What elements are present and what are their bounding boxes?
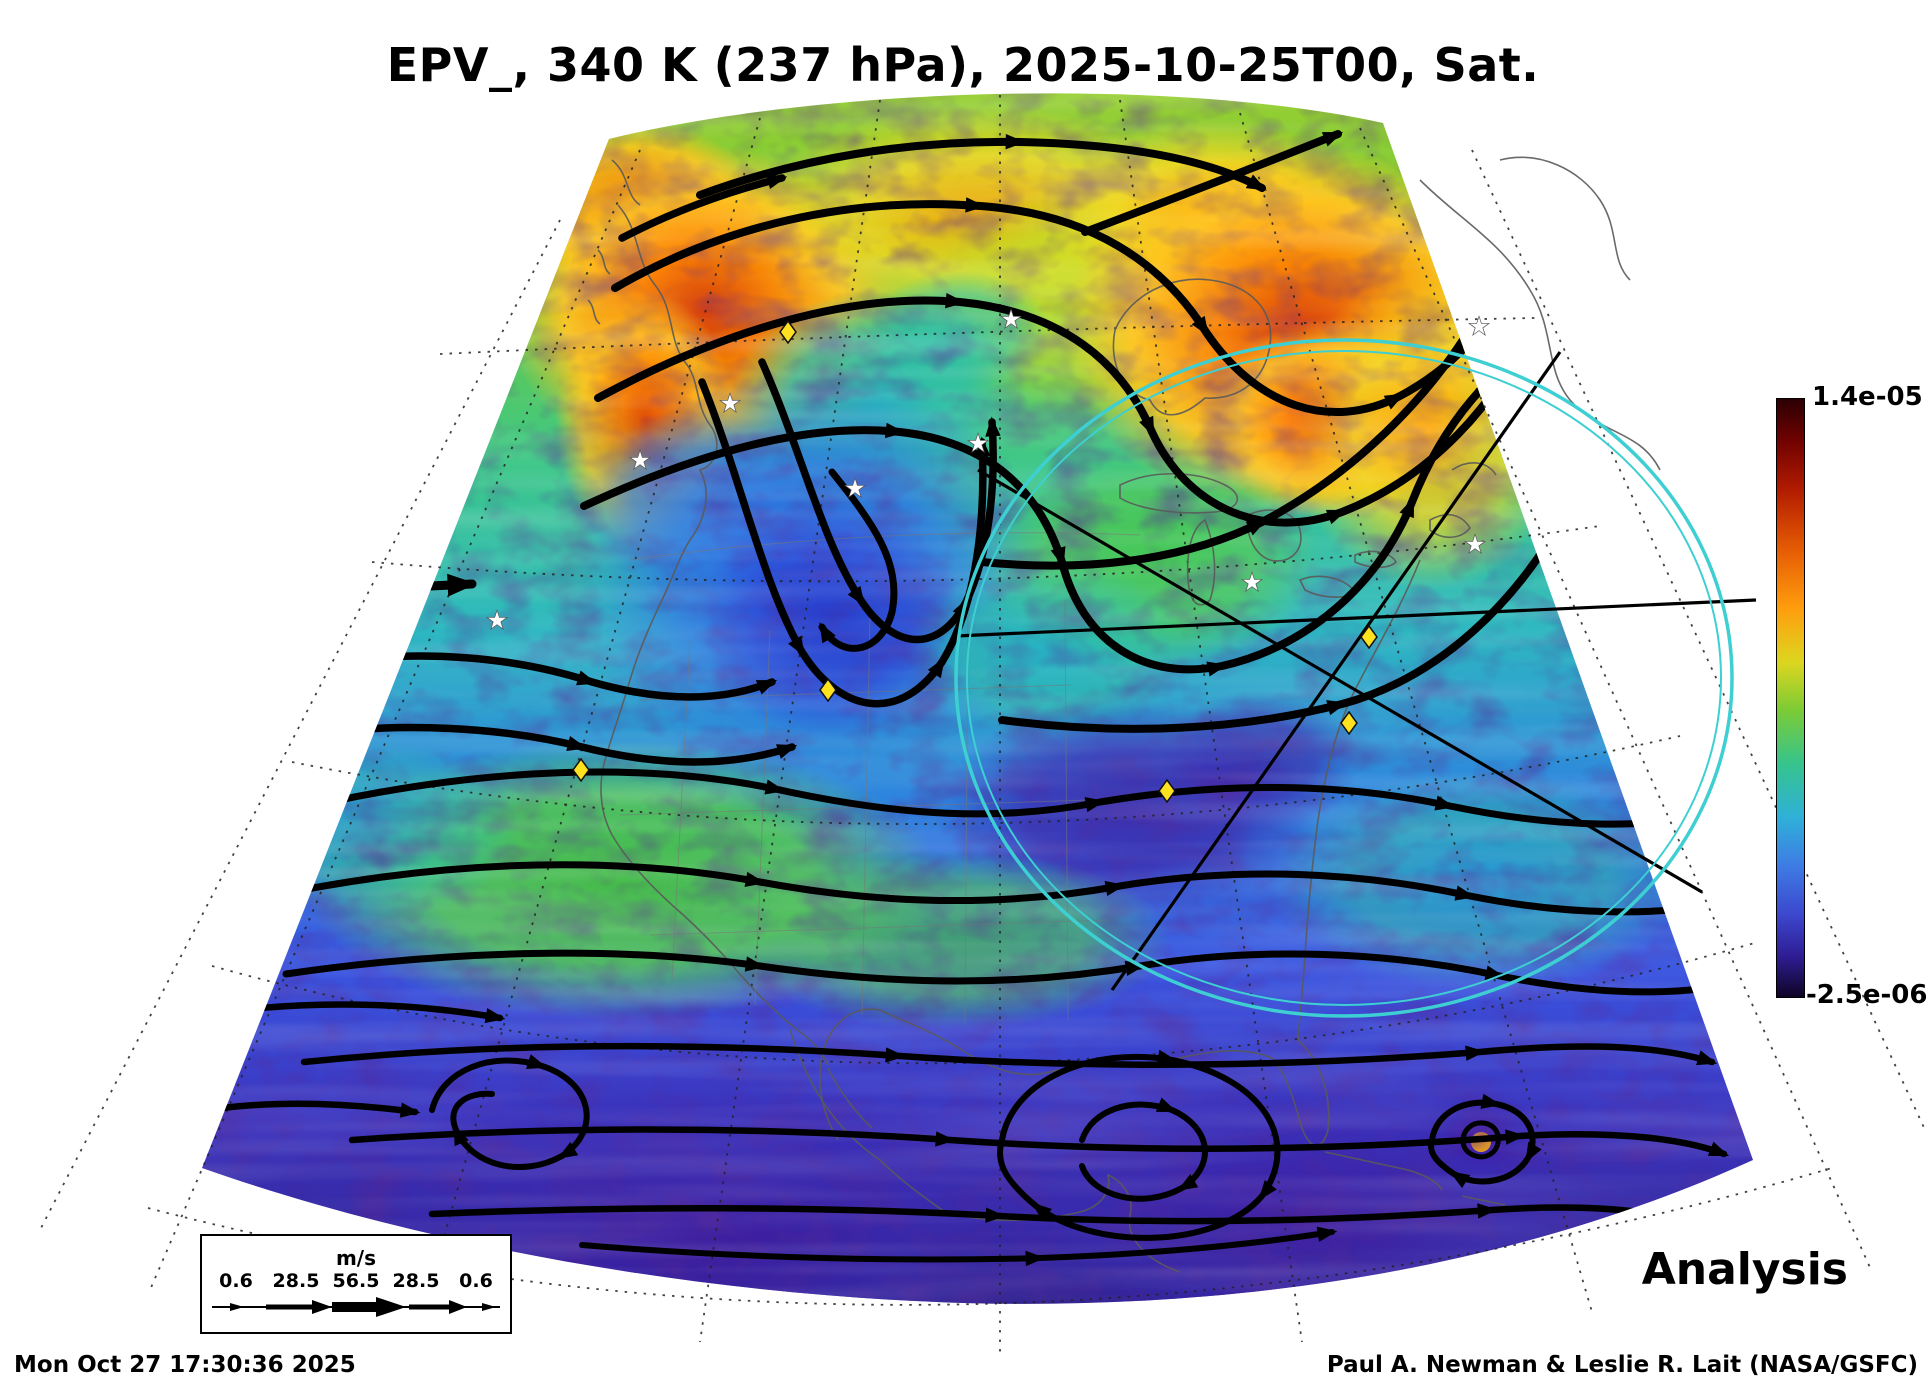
coastline-path	[1499, 156, 1631, 281]
diamond-marker	[819, 677, 837, 703]
streamline-path	[758, 358, 1001, 644]
coastline-path	[819, 1008, 881, 1141]
ground-track-line	[977, 468, 1703, 894]
footer-credit: Paul A. Newman & Leslie R. Lait (NASA/GS…	[1326, 1352, 1918, 1378]
streamline-path	[326, 768, 1728, 828]
streamline-path	[282, 949, 1748, 996]
footer-timestamp: Mon Oct 27 17:30:36 2025	[14, 1352, 356, 1378]
colorbar-max-label: 1.4e-05	[1812, 382, 1923, 412]
star-marker: ★	[1467, 312, 1490, 342]
streamline-path	[328, 652, 778, 701]
star-marker: ★	[628, 446, 651, 476]
streamline-path	[383, 573, 477, 597]
page-title: EPV_, 340 K (237 hPa), 2025-10-25T00, Sa…	[386, 38, 1540, 92]
star-marker: ★	[966, 429, 989, 459]
streamlines	[218, 130, 1748, 1267]
wind-speed-legend: m/s 0.6 28.5 56.5 28.5 0.6	[200, 1234, 512, 1334]
legend-arrow-glyph	[212, 1297, 500, 1317]
streamline-path	[579, 1226, 1338, 1267]
diamond-marker	[1360, 624, 1378, 650]
border-line	[649, 919, 1111, 936]
diamond-marker	[1158, 778, 1176, 804]
star-marker: ★	[999, 305, 1022, 335]
graticule-line	[439, 317, 1537, 355]
coastline-path	[827, 1067, 873, 1129]
streamline-path	[236, 1001, 506, 1024]
star-marker: ★	[843, 474, 866, 504]
streamline-path	[696, 134, 1267, 199]
legend-tick-label: 28.5	[272, 1270, 320, 1292]
legend-tick-row: 0.6 28.5 56.5 28.5 0.6	[206, 1270, 506, 1292]
streamline-path	[1079, 1097, 1208, 1202]
colorbar-min-label: -2.5e-06	[1806, 980, 1926, 1010]
city-markers: ★ ★ ★ ★ ★ ★ ★ ★ ★	[485, 305, 1491, 637]
station-markers	[572, 319, 1378, 804]
streamline-path	[298, 861, 1738, 916]
star-marker: ★	[1240, 568, 1263, 598]
streamline-path	[996, 1049, 1281, 1241]
streamline-path	[218, 1100, 421, 1118]
streamline-path	[429, 1054, 590, 1171]
legend-units-label: m/s	[335, 1246, 377, 1270]
streamline-path	[308, 723, 798, 766]
coastline-path	[587, 159, 641, 325]
star-marker: ★	[485, 606, 508, 636]
star-marker: ★	[718, 389, 741, 419]
graticule-line	[147, 1167, 1833, 1306]
streamline-path	[1428, 1093, 1542, 1189]
satellite-circle-inner	[966, 350, 1722, 1006]
star-marker: ★	[1463, 530, 1486, 560]
legend-tick-label: 0.6	[459, 1270, 493, 1292]
legend-tick-label: 0.6	[219, 1270, 253, 1292]
ground-track-line	[1110, 351, 1562, 991]
graticule-line	[211, 941, 1759, 1065]
streamline-path	[618, 173, 788, 242]
streamline-path	[1460, 1120, 1501, 1160]
ground-track-lines	[955, 351, 1757, 991]
satellite-circle-outer	[954, 338, 1734, 1018]
colorbar	[1776, 398, 1805, 998]
ground-track-line	[955, 598, 1757, 638]
diamond-marker	[779, 319, 797, 345]
diamond-marker	[572, 757, 590, 783]
streamline-path	[818, 468, 898, 652]
diamond-marker	[1340, 710, 1358, 736]
legend-tick-label: 28.5	[392, 1270, 440, 1292]
coastline-path	[789, 1029, 881, 1161]
satellite-circle	[954, 338, 1734, 1018]
legend-tick-label: 56.5	[332, 1270, 380, 1292]
analysis-label: Analysis	[1641, 1244, 1848, 1295]
